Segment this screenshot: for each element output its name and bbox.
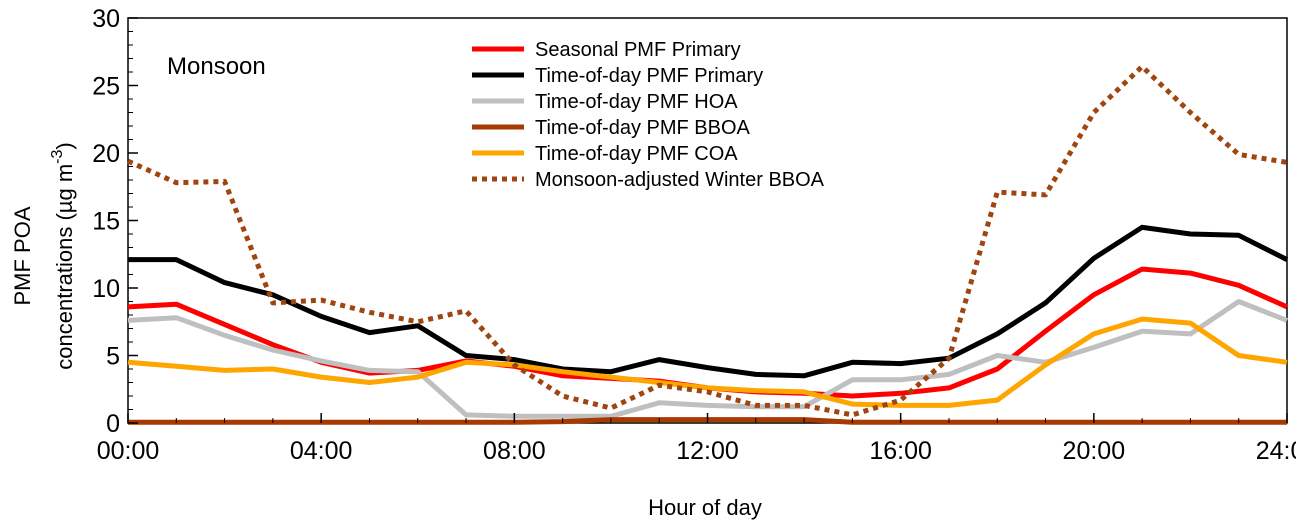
y-tick-label: 5 — [106, 343, 120, 371]
y-tick-label: 15 — [92, 208, 120, 236]
legend-label-4: Time-of-day PMF BBOA — [535, 117, 751, 139]
series-line-2 — [128, 224, 1289, 379]
x-axis-title: Hour of day — [648, 495, 762, 520]
y-axis-title-suffix: ) — [52, 142, 77, 149]
series-line-5 — [127, 316, 1288, 408]
tick-layer: 00:00 04:00 08:00 12:00 16:00 20:00 24:00 0 5 10 1… — [92, 5, 1296, 465]
legend-label-3: Time-of-day PMF HOA — [535, 91, 738, 113]
legend-label-1: Seasonal PMF Primary — [535, 39, 741, 61]
y-axis-title-line2: concentrations (µg m-3) — [49, 142, 77, 369]
annotation-label: Monsoon — [167, 53, 266, 80]
y-tick-label: 20 — [92, 140, 120, 168]
y-tick-label: 10 — [92, 275, 120, 303]
y-tick-label: 30 — [92, 5, 120, 33]
legend-label-5: Time-of-day PMF COA — [535, 143, 738, 165]
x-tick-label: 04:00 — [290, 437, 353, 465]
x-tick-label: 00:00 — [97, 437, 160, 465]
legend-label-6: Monsoon-adjusted Winter BBOA — [535, 169, 825, 191]
y-axis-title-exponent: -3 — [49, 150, 66, 164]
series-line-6 — [126, 64, 1288, 418]
y-tick-label: 25 — [92, 73, 120, 101]
x-tick-label: 24:00 — [1256, 437, 1296, 465]
x-tick-label: 08:00 — [483, 437, 546, 465]
y-axis-title-prefix: concentrations (µg m — [52, 164, 77, 370]
series-line-3 — [127, 299, 1288, 419]
x-tick-label: 12:00 — [676, 437, 739, 465]
y-axis-title-line2-text: concentrations (µg m-3) — [49, 142, 77, 369]
x-tick-label: 16:00 — [869, 437, 932, 465]
x-tick-label: 20:00 — [1063, 437, 1126, 465]
legend-label-2: Time-of-day PMF Primary — [535, 65, 763, 87]
series-line-1 — [127, 266, 1289, 399]
y-tick-label: 0 — [106, 410, 120, 438]
legend: Seasonal PMF Primary Time-of-day PMF Prim… — [472, 39, 825, 191]
y-axis-title-line1: PMF POA — [10, 206, 35, 305]
